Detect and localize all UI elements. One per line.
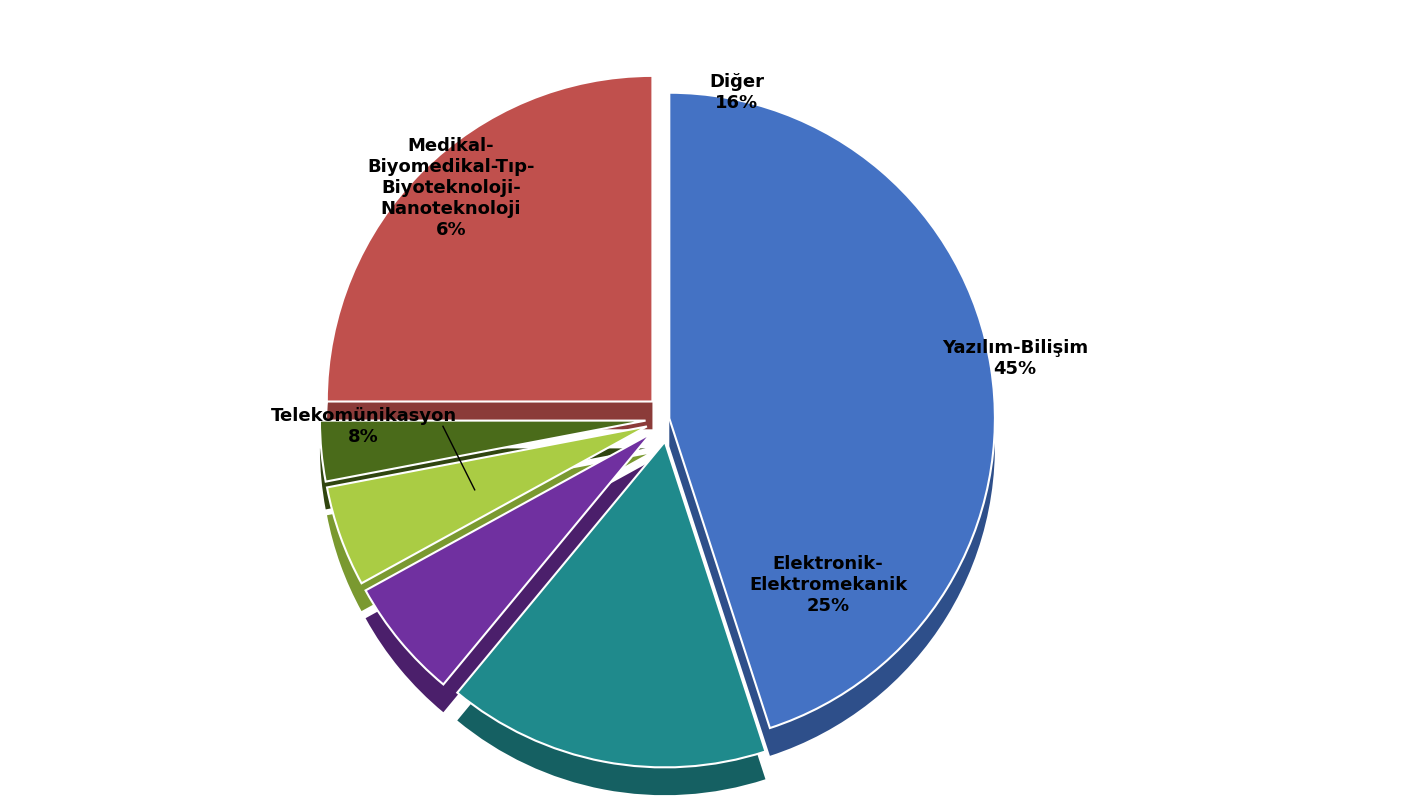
Wedge shape: [669, 92, 995, 728]
Wedge shape: [366, 434, 651, 685]
Wedge shape: [326, 76, 652, 402]
Wedge shape: [366, 461, 651, 713]
Wedge shape: [328, 426, 647, 583]
Wedge shape: [320, 421, 645, 481]
Wedge shape: [457, 442, 766, 768]
Text: Yazılım-Bilişim
45%: Yazılım-Bilişim 45%: [942, 340, 1088, 379]
Text: Medikal-
Biyomedikal-Tıp-
Biyoteknoloji-
Nanoteknoloji
6%: Medikal- Biyomedikal-Tıp- Biyoteknoloji-…: [367, 137, 535, 238]
Wedge shape: [326, 104, 652, 430]
Wedge shape: [457, 469, 766, 795]
Wedge shape: [328, 454, 647, 611]
Text: Diğer
16%: Diğer 16%: [709, 73, 764, 112]
Text: Elektronik-
Elektromekanik
25%: Elektronik- Elektromekanik 25%: [749, 556, 908, 615]
Text: Telekomünikasyon
8%: Telekomünikasyon 8%: [271, 407, 457, 446]
Wedge shape: [320, 449, 645, 509]
Wedge shape: [669, 120, 995, 756]
